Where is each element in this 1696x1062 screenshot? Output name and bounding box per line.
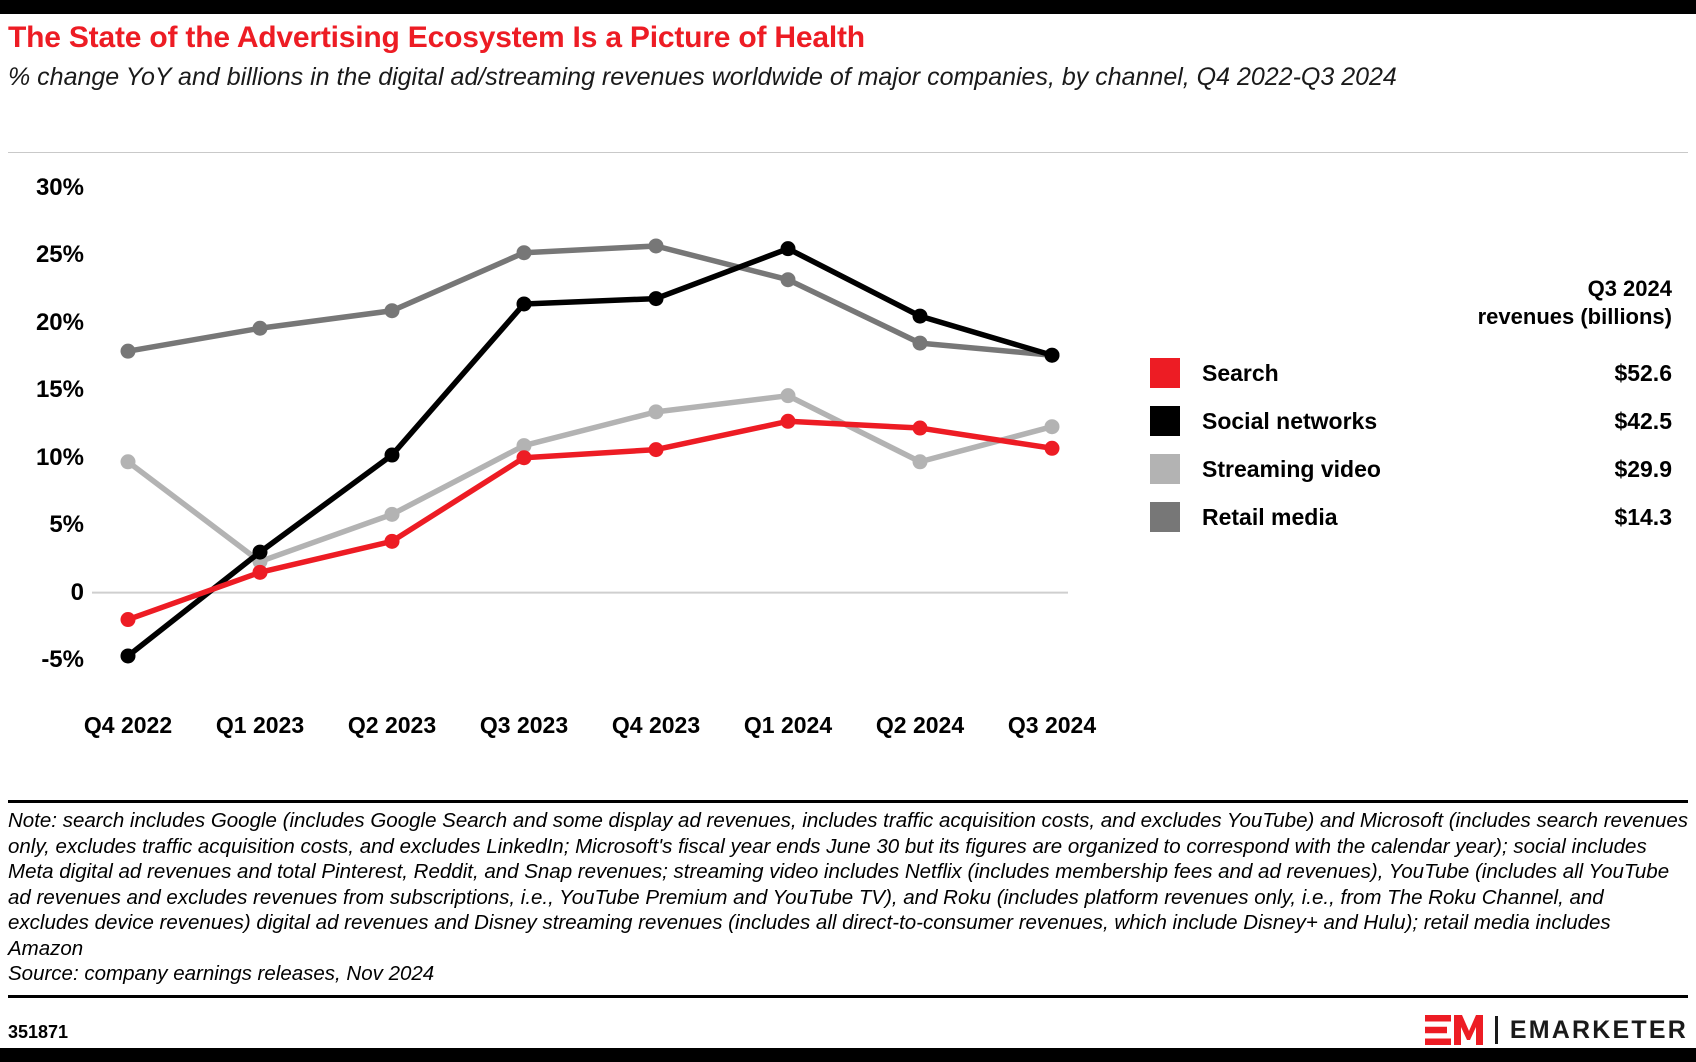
note-divider: [8, 800, 1688, 803]
y-axis-tick-label: -5%: [41, 646, 84, 673]
series-social-networks: [120, 241, 1060, 664]
footer-divider: [8, 995, 1688, 998]
y-axis-tick-label: 15%: [35, 376, 84, 404]
data-point: [252, 320, 268, 336]
legend-item[interactable]: Search $52.6: [1150, 349, 1690, 397]
data-point: [648, 238, 664, 254]
data-point: [120, 612, 136, 628]
y-axis-tick-label: 20%: [35, 308, 84, 336]
data-point: [384, 533, 400, 549]
series-search: [120, 413, 1060, 628]
data-point: [912, 335, 928, 351]
note-source: Source: company earnings releases, Nov 2…: [8, 962, 435, 985]
data-point: [1044, 440, 1060, 456]
x-axis-labels: Q4 2022 Q1 2023 Q2 2023 Q3 2023 Q4 2023 Q1 20…: [84, 712, 1096, 758]
y-axis-tick-label: 30%: [35, 174, 84, 201]
series-line: [125, 243, 1055, 358]
legend-item-label: Social networks: [1202, 407, 1378, 434]
y-axis-tick-label: 25%: [35, 241, 84, 269]
legend-item-label: Search: [1202, 359, 1279, 386]
y-axis-tick-label: 5%: [49, 511, 84, 539]
y-axis-labels: 30% 25% 20% 15% 10% 5% 0 -5%: [0, 160, 92, 760]
emarketer-logo: EMARKETER: [1424, 1014, 1688, 1046]
top-accent-bar: [0, 0, 1696, 14]
legend-column-header: Q3 2024 revenues (billions): [1150, 275, 1690, 331]
y-axis-tick-label: 10%: [35, 443, 84, 471]
series-line: [125, 392, 1055, 565]
legend-item-value: $42.5: [1614, 407, 1672, 434]
data-point: [648, 291, 664, 307]
legend-item[interactable]: Streaming video $29.9: [1150, 445, 1690, 493]
legend-column-header-line2: revenues (billions): [1477, 304, 1672, 329]
legend-rows: Search $52.6 Social networks $42.5 Streaming…: [1150, 349, 1690, 541]
x-axis-tick-label: Q4 2023: [611, 712, 701, 738]
legend-color-swatch: [1150, 502, 1180, 532]
legend-item-value: $29.9: [1614, 455, 1672, 482]
data-point: [648, 404, 664, 420]
data-point: [516, 296, 532, 312]
data-point: [780, 241, 796, 257]
legend-item-value: $14.3: [1614, 503, 1672, 530]
x-axis-tick-label: Q4 2022: [83, 712, 173, 738]
x-axis-tick-label: Q3 2024: [1007, 712, 1097, 738]
data-point: [1044, 419, 1060, 435]
legend-color-swatch: [1150, 454, 1180, 484]
chart-legend: Q3 2024 revenues (billions) Search $52.6 S…: [1150, 275, 1690, 541]
chart-header: The State of the Advertising Ecosystem I…: [8, 20, 1668, 93]
data-point: [384, 506, 400, 522]
data-point: [516, 245, 532, 261]
data-point: [252, 544, 268, 560]
data-point: [648, 442, 664, 458]
data-point: [780, 413, 796, 429]
x-axis-tick-label: Q1 2023: [215, 712, 305, 738]
legend-item[interactable]: Retail media $14.3: [1150, 493, 1690, 541]
page-title: The State of the Advertising Ecosystem I…: [8, 21, 865, 54]
legend-item[interactable]: Social networks $42.5: [1150, 397, 1690, 445]
series-line: [125, 245, 1055, 659]
plot-area: 30% 25% 20% 15% 10% 5% 0 -5% Q4 2022 Q1 2023 Q2 2…: [0, 160, 1130, 760]
em-monogram-icon: [1424, 1015, 1483, 1045]
header-divider: [8, 152, 1688, 153]
data-point: [780, 388, 796, 404]
data-point: [516, 450, 532, 466]
chart-id: 351871: [8, 1022, 69, 1042]
chart-note: Note: search includes Google (includes G…: [8, 808, 1690, 987]
data-point: [120, 648, 136, 664]
x-axis-tick-label: Q1 2024: [743, 712, 833, 738]
x-axis-tick-label: Q2 2023: [347, 712, 437, 738]
legend-color-swatch: [1150, 358, 1180, 388]
data-point: [252, 564, 268, 580]
line-chart-svg: [92, 238, 1068, 664]
logo-divider: [1494, 1016, 1498, 1044]
legend-item-label: Retail media: [1202, 503, 1338, 530]
note-body: Note: search includes Google (includes G…: [8, 809, 1689, 960]
data-point: [780, 272, 796, 288]
series-streaming-video: [120, 388, 1060, 570]
logo-wordmark: EMARKETER: [1509, 1015, 1688, 1044]
x-axis-tick-label: Q2 2024: [875, 712, 965, 738]
data-point: [912, 454, 928, 470]
series-line: [125, 418, 1055, 623]
bottom-accent-bar: [0, 1048, 1696, 1062]
data-point: [516, 438, 532, 454]
page-subtitle: % change YoY and billions in the digital…: [8, 63, 1397, 91]
data-point: [1044, 347, 1060, 363]
data-point: [120, 343, 136, 359]
data-point: [384, 447, 400, 463]
x-axis-tick-label: Q3 2023: [479, 712, 569, 738]
y-axis-tick-label: 0: [70, 578, 84, 606]
data-point: [120, 454, 136, 470]
legend-item-label: Streaming video: [1202, 455, 1381, 482]
data-point: [912, 308, 928, 324]
data-point: [384, 303, 400, 319]
data-point: [912, 420, 928, 436]
legend-color-swatch: [1150, 406, 1180, 436]
legend-column-header-line1: Q3 2024: [1587, 276, 1672, 301]
legend-item-value: $52.6: [1614, 359, 1672, 386]
